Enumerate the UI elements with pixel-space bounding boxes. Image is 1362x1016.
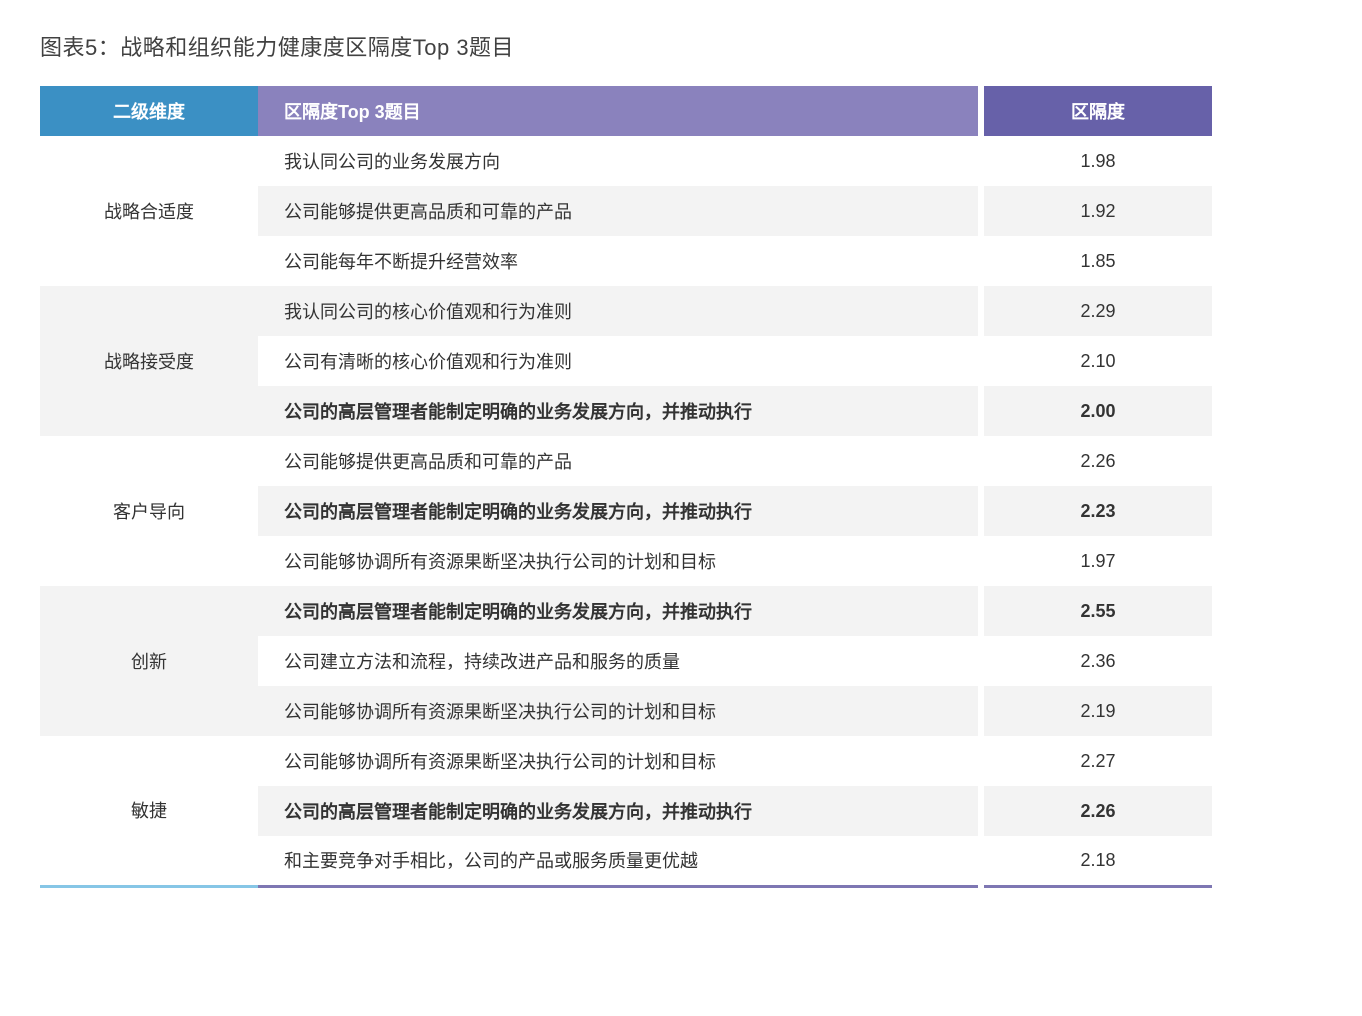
item-cell: 公司能每年不断提升经营效率 bbox=[258, 236, 978, 286]
table-row: 2.26 bbox=[984, 436, 1212, 486]
dimension-cell: 客户导向 bbox=[40, 436, 258, 586]
item-cell: 我认同公司的业务发展方向 bbox=[258, 136, 978, 186]
score-cell: 2.27 bbox=[984, 736, 1212, 786]
table-row: 2.26 bbox=[984, 786, 1212, 836]
item-cell: 公司能够提供更高品质和可靠的产品 bbox=[258, 186, 978, 236]
table-row: 1.92 bbox=[984, 186, 1212, 236]
score-cell: 1.98 bbox=[984, 136, 1212, 186]
item-cell: 公司的高层管理者能制定明确的业务发展方向，并推动执行 bbox=[258, 786, 978, 836]
item-cell: 公司的高层管理者能制定明确的业务发展方向，并推动执行 bbox=[258, 586, 978, 636]
item-cell: 公司有清晰的核心价值观和行为准则 bbox=[258, 336, 978, 386]
table-row: 2.55 bbox=[984, 586, 1212, 636]
score-cell: 2.19 bbox=[984, 686, 1212, 736]
table-row: 2.29 bbox=[984, 286, 1212, 336]
table-row: 2.19 bbox=[984, 686, 1212, 736]
item-cell: 我认同公司的核心价值观和行为准则 bbox=[258, 286, 978, 336]
header-dimension: 二级维度 bbox=[40, 86, 258, 136]
table-row: 2.23 bbox=[984, 486, 1212, 536]
table-row: 战略接受度我认同公司的核心价值观和行为准则 bbox=[40, 286, 978, 336]
score-cell: 2.29 bbox=[984, 286, 1212, 336]
table-row: 2.27 bbox=[984, 736, 1212, 786]
item-cell: 公司的高层管理者能制定明确的业务发展方向，并推动执行 bbox=[258, 386, 978, 436]
dimension-cell: 战略接受度 bbox=[40, 286, 258, 436]
score-cell: 2.23 bbox=[984, 486, 1212, 536]
score-cell: 2.26 bbox=[984, 786, 1212, 836]
header-score: 区隔度 bbox=[984, 86, 1212, 136]
score-cell: 2.36 bbox=[984, 636, 1212, 686]
table-row: 1.85 bbox=[984, 236, 1212, 286]
header-row-score: 区隔度 bbox=[984, 86, 1212, 136]
chart-title: 图表5：战略和组织能力健康度区隔度Top 3题目 bbox=[40, 30, 1322, 62]
score-cell: 1.85 bbox=[984, 236, 1212, 286]
table-row: 2.10 bbox=[984, 336, 1212, 386]
table-row: 客户导向公司能够提供更高品质和可靠的产品 bbox=[40, 436, 978, 486]
item-cell: 公司的高层管理者能制定明确的业务发展方向，并推动执行 bbox=[258, 486, 978, 536]
score-cell: 1.92 bbox=[984, 186, 1212, 236]
item-cell: 公司建立方法和流程，持续改进产品和服务的质量 bbox=[258, 636, 978, 686]
item-cell: 公司能够协调所有资源果断坚决执行公司的计划和目标 bbox=[258, 686, 978, 736]
table-row: 敏捷公司能够协调所有资源果断坚决执行公司的计划和目标 bbox=[40, 736, 978, 786]
score-cell: 2.55 bbox=[984, 586, 1212, 636]
main-table: 二级维度 区隔度Top 3题目 战略合适度我认同公司的业务发展方向公司能够提供更… bbox=[40, 86, 978, 888]
table-row: 1.97 bbox=[984, 536, 1212, 586]
score-cell: 2.18 bbox=[984, 836, 1212, 886]
dimension-cell: 敏捷 bbox=[40, 736, 258, 886]
score-cell: 2.00 bbox=[984, 386, 1212, 436]
table-row: 2.00 bbox=[984, 386, 1212, 436]
table-row: 2.18 bbox=[984, 836, 1212, 886]
table-row: 创新公司的高层管理者能制定明确的业务发展方向，并推动执行 bbox=[40, 586, 978, 636]
table-row: 1.98 bbox=[984, 136, 1212, 186]
header-item: 区隔度Top 3题目 bbox=[258, 86, 978, 136]
table-row: 战略合适度我认同公司的业务发展方向 bbox=[40, 136, 978, 186]
dimension-cell: 战略合适度 bbox=[40, 136, 258, 286]
score-cell: 1.97 bbox=[984, 536, 1212, 586]
score-table: 区隔度 1.981.921.852.292.102.002.262.231.97… bbox=[984, 86, 1212, 888]
table-row: 2.36 bbox=[984, 636, 1212, 686]
score-cell: 2.10 bbox=[984, 336, 1212, 386]
item-cell: 和主要竞争对手相比，公司的产品或服务质量更优越 bbox=[258, 836, 978, 886]
item-cell: 公司能够协调所有资源果断坚决执行公司的计划和目标 bbox=[258, 536, 978, 586]
item-cell: 公司能够协调所有资源果断坚决执行公司的计划和目标 bbox=[258, 736, 978, 786]
header-row: 二级维度 区隔度Top 3题目 bbox=[40, 86, 978, 136]
item-cell: 公司能够提供更高品质和可靠的产品 bbox=[258, 436, 978, 486]
dimension-cell: 创新 bbox=[40, 586, 258, 736]
table-wrapper: 二级维度 区隔度Top 3题目 战略合适度我认同公司的业务发展方向公司能够提供更… bbox=[40, 86, 1322, 888]
score-cell: 2.26 bbox=[984, 436, 1212, 486]
